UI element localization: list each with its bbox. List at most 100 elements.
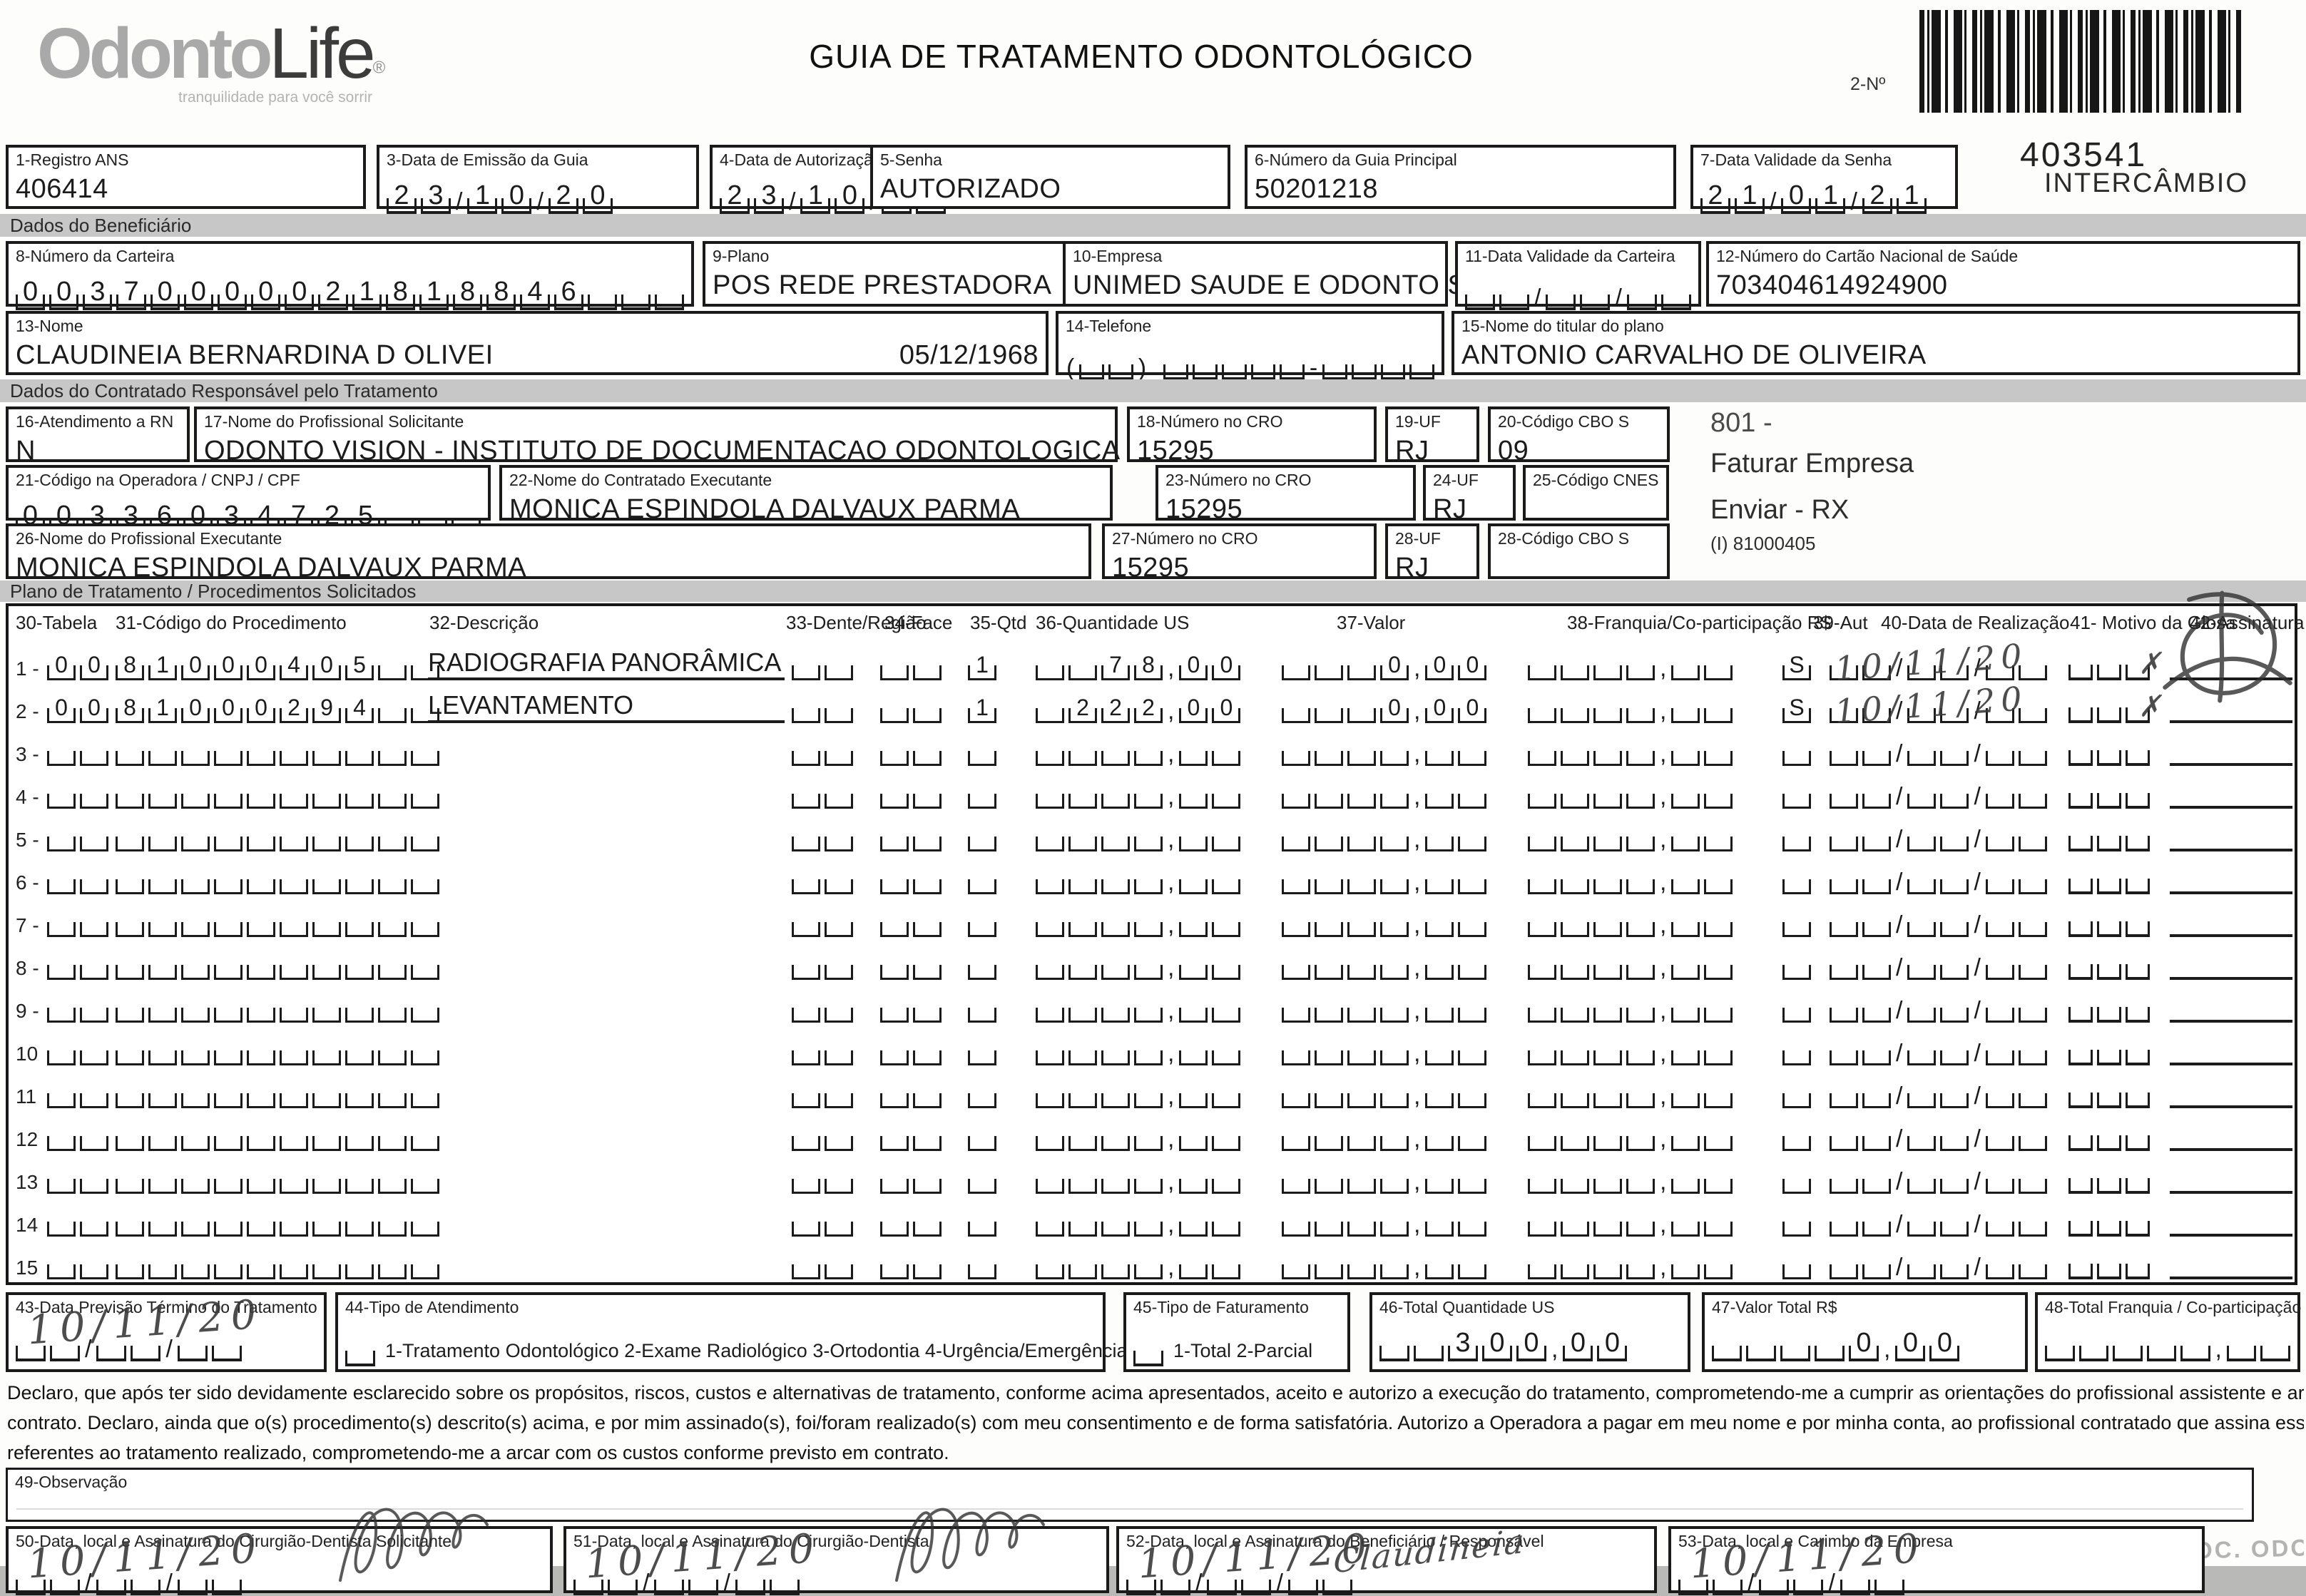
comb-cell (247, 1117, 275, 1151)
comb-cell (1036, 1032, 1064, 1065)
comb-cell (148, 1117, 177, 1151)
comb-cell (1126, 1557, 1156, 1595)
aut-comb (1782, 1160, 1811, 1194)
comb-cell (1315, 1032, 1343, 1065)
comb-cell (1940, 1246, 1969, 1279)
comb-cell (47, 1246, 76, 1279)
data-realizacao-comb: / / (1830, 1032, 2047, 1065)
comb-cell (1380, 1032, 1409, 1065)
comb-cell (1862, 818, 1891, 851)
comb-cell (1347, 775, 1376, 809)
comb-cell: 0 (1425, 690, 1454, 723)
comb-separator: , (1414, 911, 1421, 938)
field-carimbo-empresa: 53-Data, local e Carimbo da Empresa // 1… (1668, 1525, 2205, 1595)
comb-cell (1985, 818, 2014, 851)
comb-cell (345, 732, 374, 766)
comb-cell (116, 861, 144, 894)
comb-cell (1134, 946, 1163, 980)
comb-cell (1561, 989, 1589, 1023)
tabela-comb (47, 1160, 108, 1194)
comb-cell (2018, 904, 2047, 937)
comb-cell (1347, 690, 1376, 723)
comb-cell (378, 1075, 407, 1108)
comb-separator: / (1896, 697, 1903, 725)
comb-separator: / (1974, 1211, 1981, 1238)
comb-separator: , (1660, 1125, 1667, 1152)
comb-cell (411, 1203, 439, 1237)
telefone-comb: () - (1066, 342, 1434, 380)
comb-cell (1782, 861, 1811, 894)
comb-cell: 2 (548, 175, 578, 214)
comb-cell (1068, 1075, 1097, 1108)
comb-cell (2097, 1202, 2121, 1237)
comb-cell (2018, 1160, 2047, 1194)
comb-cell (825, 1117, 853, 1151)
row-assinaturas: 50-Data, local e Assinatura do Cirurgião… (0, 1508, 2306, 1596)
assinatura-line (2170, 1017, 2292, 1023)
comb-cell (825, 1032, 853, 1065)
comb-cell: 2 (1068, 690, 1097, 723)
data-realizacao-comb: / / (1830, 1160, 2047, 1194)
comb-separator: , (1168, 869, 1175, 896)
tabela-comb (47, 904, 108, 937)
comb-cell (1068, 1117, 1097, 1151)
data-realizacao-comb: / / (1830, 775, 2047, 809)
field-cro-solicitante: 18-Número no CRO 15295 (1127, 406, 1377, 466)
comb-cell (1561, 1203, 1589, 1237)
comb-cell: 0 (1781, 175, 1812, 214)
comb-cell (1282, 989, 1310, 1023)
comb-cell (1380, 1075, 1409, 1108)
comb-cell (1593, 818, 1622, 851)
comb-cell (2018, 861, 2047, 894)
comb-separator: / (723, 1570, 730, 1596)
valor-comb: , (1282, 818, 1487, 851)
comb-cell (792, 1203, 820, 1237)
face-comb (880, 690, 942, 723)
codigo-comb (116, 775, 439, 809)
comb-cell (116, 946, 144, 980)
comb-cell: 2 (1862, 175, 1892, 214)
comb-cell (1322, 1557, 1352, 1595)
quantidade-us-comb: , (1036, 775, 1241, 809)
field-observacao: 49-Observação (6, 1468, 2254, 1522)
table-row: 5 -,,, / / (9, 813, 2295, 856)
table-row: 12,,, / / (9, 1112, 2295, 1155)
comb-cell (1347, 1160, 1376, 1194)
comb-cell (913, 732, 942, 766)
comb-cell (1179, 1032, 1208, 1065)
comb-cell (1315, 818, 1343, 851)
comb-cell (1212, 946, 1241, 980)
comb-cell: 8 (453, 272, 483, 310)
comb-cell (411, 989, 439, 1023)
comb-cell (1815, 1323, 1845, 1361)
comb-cell (1593, 1032, 1622, 1065)
comb-cell: 3 (754, 175, 784, 214)
dente-comb (792, 946, 853, 980)
aut-comb (1782, 775, 1811, 809)
comb-cell (1830, 775, 1858, 809)
comb-cell (345, 861, 374, 894)
comb-cell (792, 1117, 820, 1151)
qtd-comb (968, 732, 996, 766)
comb-cell (1282, 690, 1310, 723)
comb-separator: / (536, 188, 544, 215)
row-number: 4 - (16, 786, 39, 808)
comb-cell (1347, 647, 1376, 680)
motivo-glosa-comb (2068, 1160, 2150, 1194)
comb-cell (2068, 646, 2093, 680)
comb-cell (181, 946, 210, 980)
comb-cell: 0 (312, 647, 341, 680)
dente-comb (792, 818, 853, 851)
comb-cell (148, 1032, 177, 1065)
comb-cell (1212, 1203, 1241, 1237)
procedures-rows: 1 -0 0 8 1 0 0 0 4 0 5 RADIOGRAFIA PANORÂMICA 1 7 8, 0… (9, 636, 2295, 1284)
comb-cell (1179, 1075, 1208, 1108)
comb-cell (1179, 775, 1208, 809)
face-comb (880, 818, 942, 851)
comb-cell (2097, 903, 2121, 937)
comb-cell (1414, 1323, 1444, 1361)
comb-cell (1179, 861, 1208, 894)
comb-cell (1940, 989, 1969, 1023)
comb-cell (1561, 732, 1589, 766)
comb-cell (1458, 1117, 1487, 1151)
